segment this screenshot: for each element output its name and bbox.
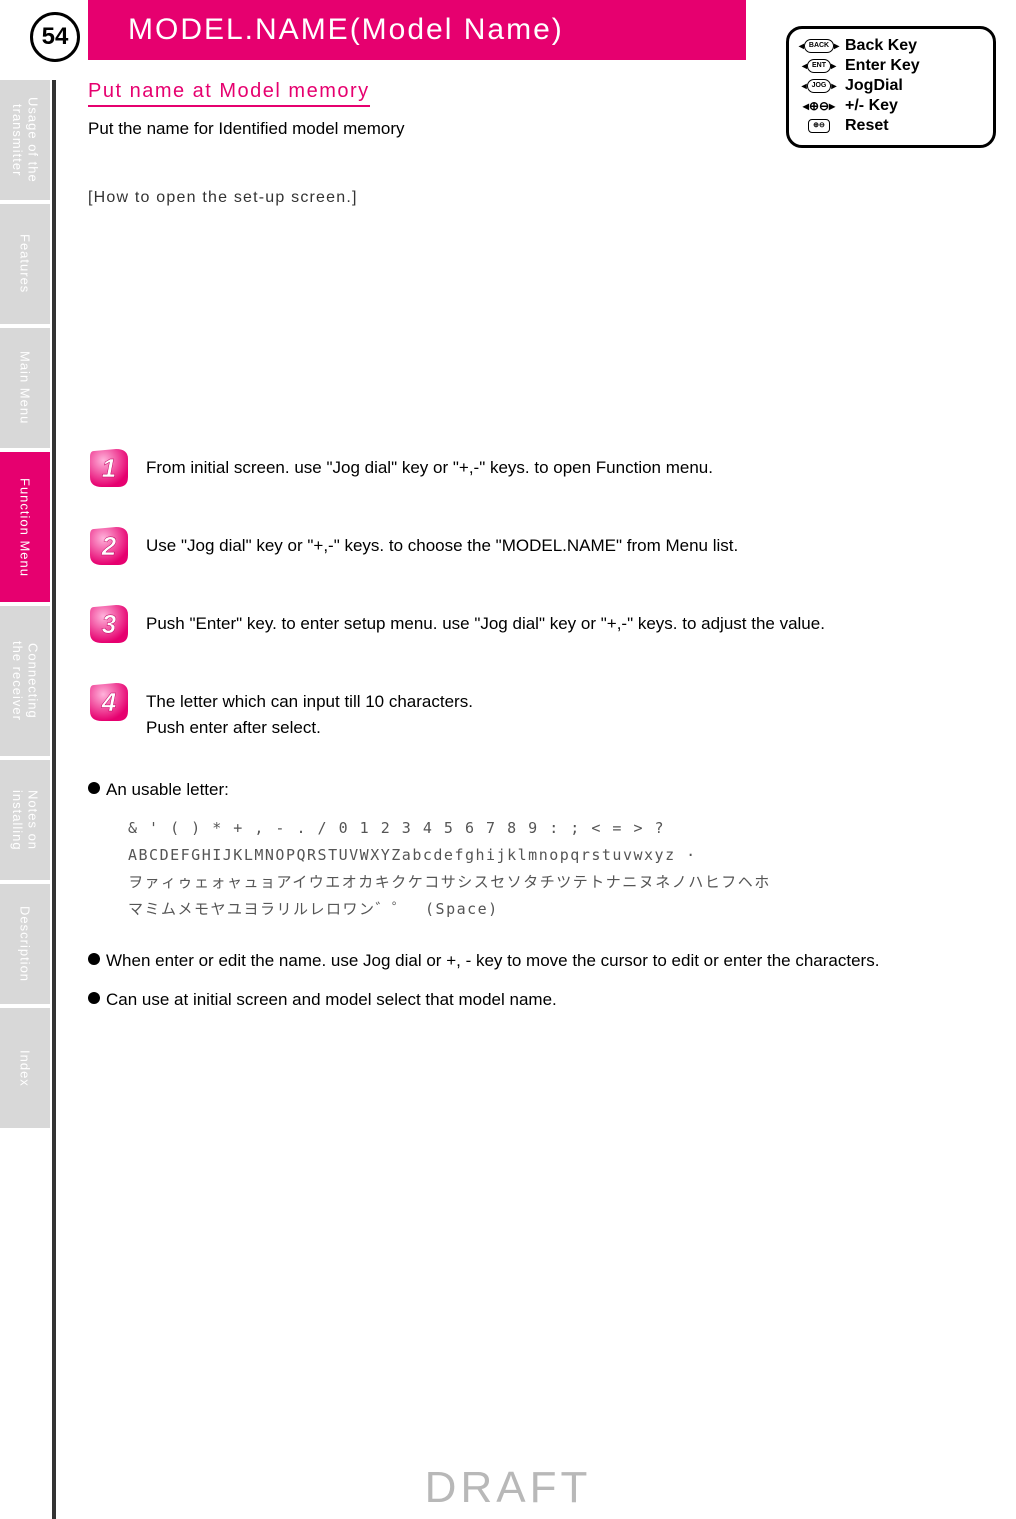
sidebar-tab-3[interactable]: Function Menu (0, 452, 50, 602)
sidebar-tab-7[interactable]: Index (0, 1008, 50, 1128)
header-title: MODEL.NAME(Model Name) (128, 13, 564, 47)
sidebar-tab-0[interactable]: Usage of thetransmitter (0, 80, 50, 200)
page-number: 54 (42, 23, 69, 51)
step-badge-icon: 2 (88, 525, 130, 567)
key-legend-icon: ◂BACK▸ (801, 38, 837, 54)
usable-letter-heading: An usable letter: (88, 776, 986, 803)
step-badge-icon: 3 (88, 603, 130, 645)
step-text: Use "Jog dial" key or "+,-" keys. to cho… (146, 525, 738, 559)
key-legend-label: Back Key (845, 37, 917, 55)
content-area: Put name at Model memory Put the name fo… (88, 80, 986, 1519)
page-number-badge: 54 (30, 12, 80, 62)
sidebar-tab-4[interactable]: Connectingthe receiver (0, 606, 50, 756)
sidebar-tab-2[interactable]: Main Menu (0, 328, 50, 448)
step-badge-icon: 1 (88, 447, 130, 489)
usable-letters-block: & ' ( ) * + , - . / 0 1 2 3 4 5 6 7 8 9 … (128, 815, 986, 923)
step-text: The letter which can input till 10 chara… (146, 681, 473, 740)
draft-watermark: DRAFT (425, 1463, 592, 1513)
header-bar: MODEL.NAME(Model Name) (88, 0, 746, 60)
step-4: 4 The letter which can input till 10 char… (88, 681, 986, 740)
bullet-text: When enter or edit the name. use Jog dia… (106, 947, 879, 974)
sidebar-tab-1[interactable]: Features (0, 204, 50, 324)
sidebar-tab-6[interactable]: Description (0, 884, 50, 1004)
svg-text:3: 3 (102, 609, 117, 639)
bullet-note-1: Can use at initial screen and model sele… (88, 986, 986, 1013)
sidebar-tab-5[interactable]: Notes oninstalling (0, 760, 50, 880)
step-text: From initial screen. use "Jog dial" key … (146, 447, 713, 481)
svg-text:2: 2 (101, 531, 117, 561)
step-text: Push "Enter" key. to enter setup menu. u… (146, 603, 825, 637)
step-badge-icon: 4 (88, 681, 130, 723)
svg-text:1: 1 (102, 453, 116, 483)
svg-text:4: 4 (101, 687, 117, 717)
key-legend-icon: ◂ENT▸ (801, 58, 837, 74)
bullet-note-0: When enter or edit the name. use Jog dia… (88, 947, 986, 974)
subtitle: Put name at Model memory (88, 80, 370, 107)
howto-label: [How to open the set-up screen.] (88, 189, 986, 207)
key-legend-row-1: ◂ENT▸ Enter Key (801, 57, 981, 75)
step-1: 1 From initial screen. use "Jog dial" key… (88, 447, 986, 489)
key-legend-row-0: ◂BACK▸ Back Key (801, 37, 981, 55)
usable-letter-label: An usable letter: (106, 776, 229, 803)
bullet-icon (88, 992, 100, 1004)
step-3: 3 Push "Enter" key. to enter setup menu. … (88, 603, 986, 645)
bullet-icon (88, 953, 100, 965)
steps-list: 1 From initial screen. use "Jog dial" key… (88, 447, 986, 740)
bullet-icon (88, 782, 100, 794)
bullet-text: Can use at initial screen and model sele… (106, 986, 557, 1013)
sidebar-tabs: Usage of thetransmitterFeaturesMain Menu… (0, 80, 60, 1519)
description-text: Put the name for Identified model memory (88, 119, 986, 139)
key-legend-label: Enter Key (845, 57, 920, 75)
step-2: 2 Use "Jog dial" key or "+,-" keys. to ch… (88, 525, 986, 567)
